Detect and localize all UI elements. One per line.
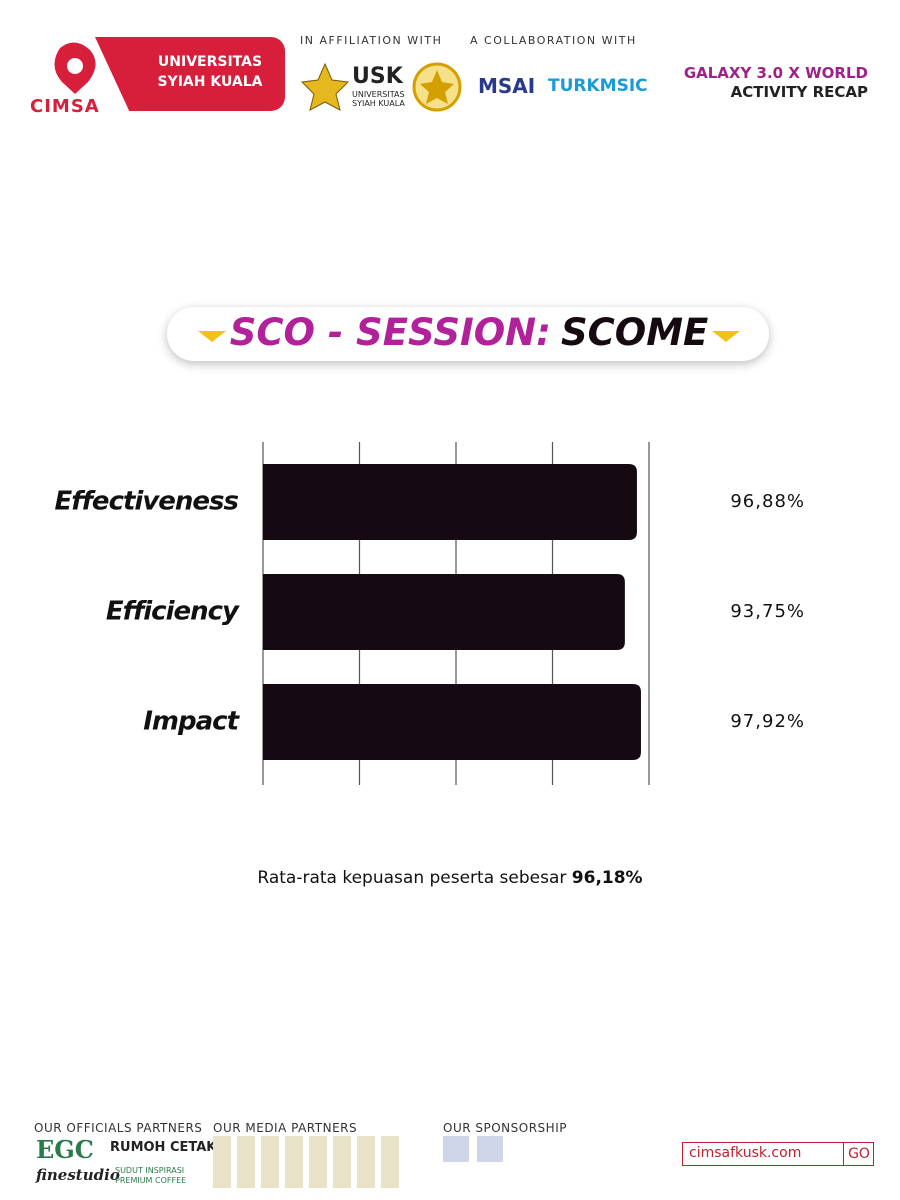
bar — [263, 464, 637, 540]
media-logos — [213, 1136, 403, 1188]
msai-logo: MSAI — [478, 74, 536, 98]
title-part: SCOME — [561, 311, 708, 354]
collaboration-label: A COLLABORATION WITH — [470, 34, 637, 47]
banner — [95, 37, 285, 111]
title-arrow — [712, 331, 740, 342]
category-label: Impact — [143, 707, 240, 737]
usk-sub-line: SYIAH KUALA — [352, 99, 405, 108]
partner-logo: RUMOH CETAK — [110, 1140, 217, 1155]
summary-text: Rata-rata kepuasan peserta sebesar — [257, 868, 567, 888]
usk-sub: UNIVERSITAS SYIAH KUALA — [352, 90, 405, 108]
url: cimsafkusk.com — [689, 1145, 802, 1161]
value-label: 97,92% — [730, 711, 805, 732]
usk-logo: USK — [352, 64, 403, 89]
banner-text: UNIVERSITAS SYIAH KUALA — [140, 52, 280, 92]
url-box[interactable]: cimsafkusk.com GO — [682, 1142, 874, 1166]
summary-value: 96,18% — [571, 868, 643, 888]
value-label: 96,88% — [730, 491, 805, 512]
turkmsic-logo: TURKMSIC — [548, 76, 648, 96]
sponsorship-label: OUR SPONSORSHIP — [443, 1121, 567, 1135]
cimsa-icon — [54, 42, 96, 94]
banner-line: UNIVERSITAS — [157, 54, 263, 70]
summary: Rata-rata kepuasan peserta sebesar 96,18… — [0, 868, 900, 888]
partner-logo: EGC — [36, 1135, 94, 1164]
go-button[interactable]: GO — [843, 1143, 874, 1165]
sponsor-logos — [443, 1136, 508, 1162]
category-label: Effectiveness — [55, 487, 239, 517]
bem-emblem — [412, 62, 462, 112]
partner-logo: SUDUT INSPIRASI PREMIUM COFFEE — [115, 1166, 187, 1185]
bar — [263, 684, 641, 760]
bar — [263, 574, 625, 650]
event-title: GALAXY 3.0 X WORLD — [683, 64, 868, 82]
title-arrow — [198, 331, 226, 342]
usk-emblem — [300, 62, 350, 111]
media-label: OUR MEDIA PARTNERS — [213, 1121, 358, 1135]
partner-logo: finestudio — [36, 1166, 120, 1184]
usk-sub-line: UNIVERSITAS — [352, 90, 405, 99]
title-part: SCO - SESSION: — [230, 311, 551, 354]
banner-line: SYIAH KUALA — [157, 74, 263, 90]
cimsa-logo: CIMSA — [30, 96, 100, 117]
value-label: 93,75% — [730, 601, 805, 622]
event-subtitle: ACTIVITY RECAP — [730, 83, 868, 101]
officials-label: OUR OFFICIALS PARTNERS — [34, 1121, 203, 1135]
affiliation-label: IN AFFILIATION WITH — [300, 34, 443, 47]
title-pill — [167, 307, 769, 361]
chart-title: SCO - SESSION: SCOME — [230, 311, 709, 354]
category-label: Efficiency — [106, 597, 240, 627]
